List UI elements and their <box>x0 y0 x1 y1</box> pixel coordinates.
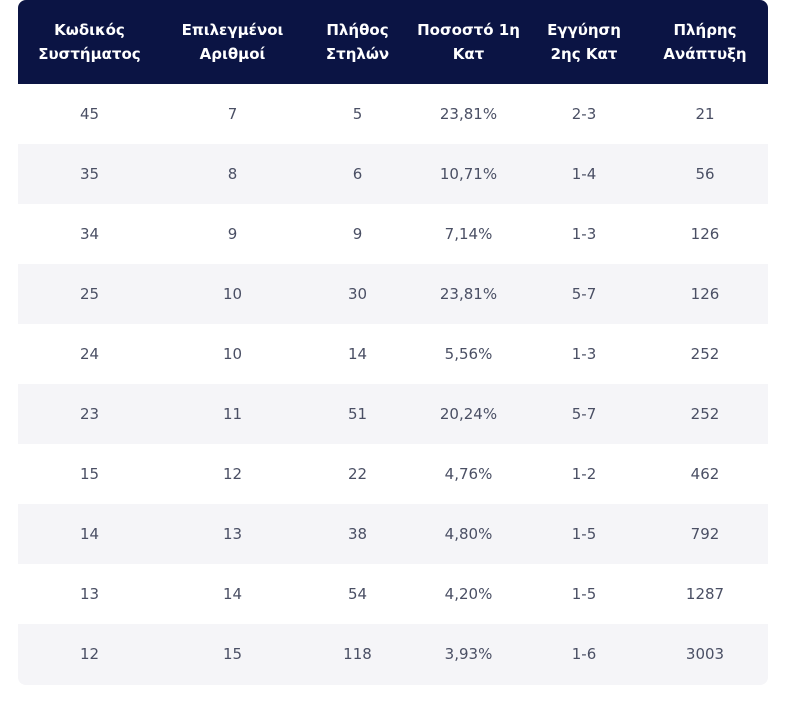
cell-selected-numbers: 13 <box>222 525 243 543</box>
cell-first-category-percent: 20,24% <box>439 405 498 423</box>
header-row: Κωδικός Συστήματος Επιλεγμένοι Αριθμοί Πλή… <box>18 0 768 84</box>
cell-second-category-guarantee: 1-3 <box>571 345 597 363</box>
cell-column-count: 51 <box>347 405 368 423</box>
cell-system-code: 35 <box>79 165 100 183</box>
cell-system-code: 34 <box>79 225 100 243</box>
cell-column-count: 9 <box>352 225 363 243</box>
cell-selected-numbers: 10 <box>222 345 243 363</box>
cell-full-expansion: 21 <box>695 105 715 123</box>
cell-first-category-percent: 4,80% <box>444 525 493 543</box>
cell-selected-numbers: 7 <box>227 105 238 123</box>
cell-system-code: 45 <box>79 105 100 123</box>
cell-system-code: 25 <box>79 285 100 303</box>
column-header-full-expansion: Πλήρης Ανάπτυξη <box>663 21 747 63</box>
cell-second-category-guarantee: 5-7 <box>571 285 597 303</box>
table-row: 34 9 9 7,14% 1-3 126 <box>18 204 768 264</box>
cell-first-category-percent: 23,81% <box>439 105 498 123</box>
cell-second-category-guarantee: 1-2 <box>571 465 597 483</box>
cell-system-code: 14 <box>79 525 100 543</box>
cell-selected-numbers: 10 <box>222 285 243 303</box>
cell-selected-numbers: 14 <box>222 585 243 603</box>
table-row: 13 14 54 4,20% 1-5 1287 <box>18 564 768 624</box>
cell-full-expansion: 252 <box>690 405 720 423</box>
column-header-first-category-percent: Ποσοστό 1η Κατ <box>417 21 520 63</box>
cell-column-count: 5 <box>352 105 363 123</box>
cell-second-category-guarantee: 1-5 <box>571 525 597 543</box>
cell-selected-numbers: 12 <box>222 465 243 483</box>
systems-table: Κωδικός Συστήματος Επιλεγμένοι Αριθμοί Πλή… <box>18 0 768 684</box>
cell-first-category-percent: 4,76% <box>444 465 493 483</box>
table-row: 15 12 22 4,76% 1-2 462 <box>18 444 768 504</box>
cell-system-code: 23 <box>79 405 100 423</box>
cell-second-category-guarantee: 1-4 <box>571 165 597 183</box>
cell-second-category-guarantee: 1-5 <box>571 585 597 603</box>
cell-first-category-percent: 4,20% <box>444 585 493 603</box>
cell-full-expansion: 3003 <box>685 645 725 663</box>
cell-first-category-percent: 3,93% <box>444 645 493 663</box>
cell-full-expansion: 1287 <box>685 585 725 603</box>
cell-column-count: 30 <box>347 285 368 303</box>
systems-table-container: Κωδικός Συστήματος Επιλεγμένοι Αριθμοί Πλή… <box>18 0 768 685</box>
cell-full-expansion: 252 <box>690 345 720 363</box>
cell-full-expansion: 792 <box>690 525 720 543</box>
cell-column-count: 54 <box>347 585 368 603</box>
table-row: 45 7 5 23,81% 2-3 21 <box>18 84 768 144</box>
cell-full-expansion: 462 <box>690 465 720 483</box>
column-header-column-count: Πλήθος Στηλών <box>325 21 390 63</box>
column-header-second-category-guarantee: Εγγύηση 2ης Κατ <box>547 21 621 63</box>
cell-full-expansion: 126 <box>690 225 720 243</box>
table-row: 24 10 14 5,56% 1-3 252 <box>18 324 768 384</box>
cell-column-count: 14 <box>347 345 368 363</box>
cell-column-count: 22 <box>347 465 368 483</box>
cell-system-code: 24 <box>79 345 100 363</box>
cell-system-code: 12 <box>79 645 100 663</box>
cell-selected-numbers: 8 <box>227 165 238 183</box>
cell-first-category-percent: 5,56% <box>444 345 493 363</box>
cell-first-category-percent: 10,71% <box>439 165 498 183</box>
column-header-selected-numbers: Επιλεγμένοι Αριθμοί <box>181 21 284 63</box>
table-row: 14 13 38 4,80% 1-5 792 <box>18 504 768 564</box>
cell-second-category-guarantee: 1-3 <box>571 225 597 243</box>
cell-selected-numbers: 15 <box>222 645 243 663</box>
cell-system-code: 15 <box>79 465 100 483</box>
table-body: 45 7 5 23,81% 2-3 21 35 8 6 10,71% 1-4 56 34 9 9 7,14% 1… <box>18 84 768 684</box>
cell-first-category-percent: 23,81% <box>439 285 498 303</box>
cell-full-expansion: 126 <box>690 285 720 303</box>
cell-column-count: 118 <box>343 645 372 663</box>
table-row: 35 8 6 10,71% 1-4 56 <box>18 144 768 204</box>
cell-column-count: 6 <box>352 165 363 183</box>
table-row: 23 11 51 20,24% 5-7 252 <box>18 384 768 444</box>
cell-second-category-guarantee: 5-7 <box>571 405 597 423</box>
table-row: 12 15 118 3,93% 1-6 3003 <box>18 624 768 684</box>
table-header: Κωδικός Συστήματος Επιλεγμένοι Αριθμοί Πλή… <box>18 0 768 84</box>
column-header-system-code: Κωδικός Συστήματος <box>38 21 141 63</box>
cell-selected-numbers: 9 <box>227 225 238 243</box>
cell-second-category-guarantee: 1-6 <box>571 645 597 663</box>
cell-system-code: 13 <box>79 585 100 603</box>
cell-second-category-guarantee: 2-3 <box>571 105 597 123</box>
cell-first-category-percent: 7,14% <box>444 225 493 243</box>
cell-full-expansion: 56 <box>695 165 715 183</box>
cell-selected-numbers: 11 <box>222 405 243 423</box>
cell-column-count: 38 <box>347 525 368 543</box>
table-row: 25 10 30 23,81% 5-7 126 <box>18 264 768 324</box>
